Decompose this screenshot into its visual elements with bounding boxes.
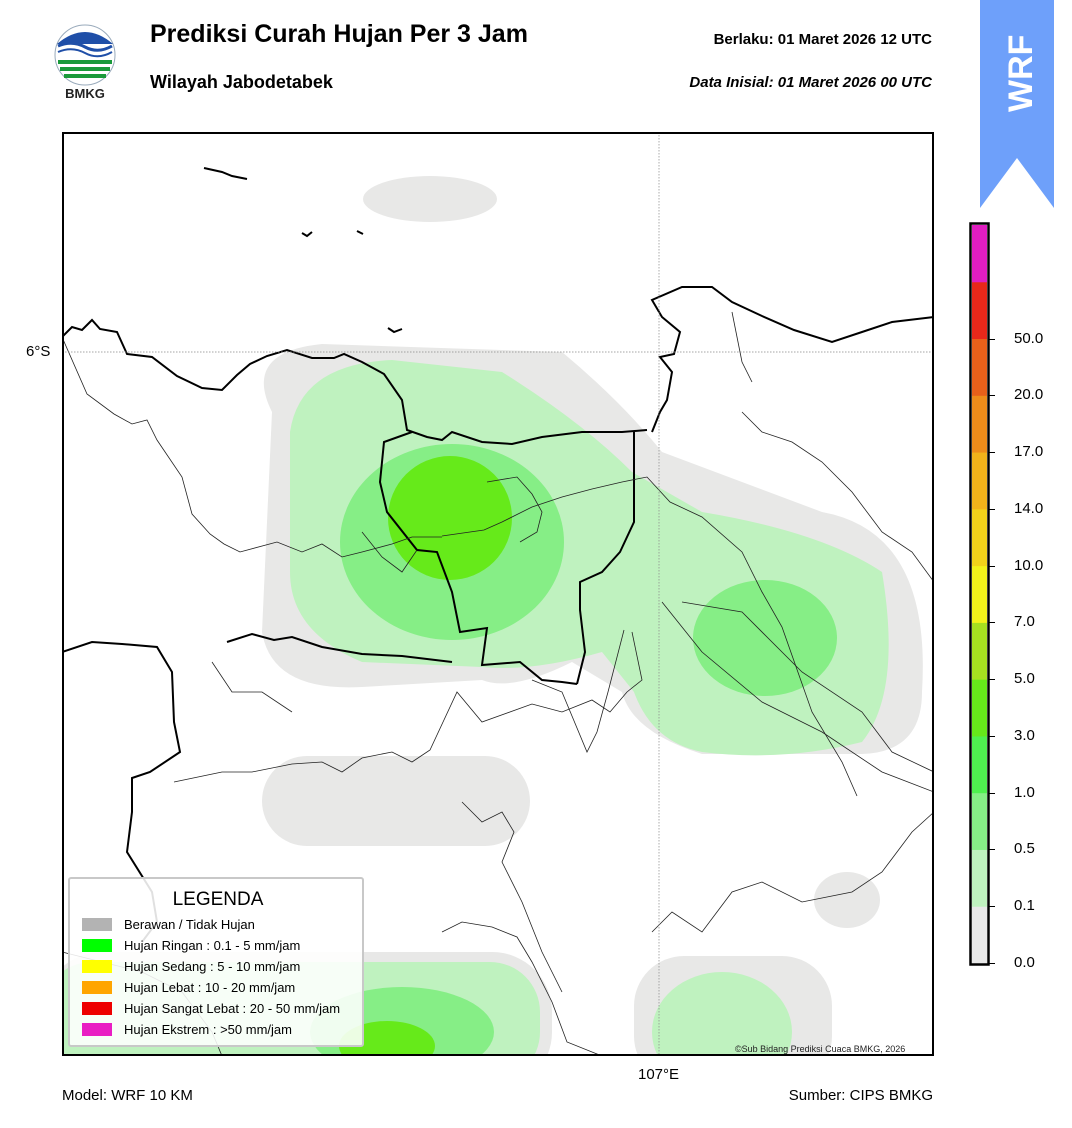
colorbar-segment [972, 849, 987, 907]
colorbar-tick-mark [989, 395, 995, 397]
coastline-layer [62, 167, 934, 446]
initial-data-time: Data Inisial: 01 Maret 2026 00 UTC [689, 74, 932, 91]
colorbar-segment [972, 225, 987, 283]
page-title: Prediksi Curah Hujan Per 3 Jam [150, 20, 528, 48]
colorbar-segment [972, 395, 987, 453]
colorbar-tick-label: 10.0 [1014, 556, 1044, 574]
colorbar-tick-mark [989, 508, 995, 510]
source-label: Sumber: CIPS BMKG [788, 1087, 933, 1104]
rainfall-colorbar [969, 222, 990, 966]
colorbar-frame [969, 222, 990, 966]
colorbar-segment [972, 281, 987, 340]
copyright-text: ©Sub Bidang Prediksi Cuaca BMKG, 2026 [735, 1044, 906, 1054]
legend-label: Hujan Ekstrem : >50 mm/jam [124, 1022, 292, 1037]
district-boundary-layer [62, 311, 934, 1056]
colorbar-tick-mark [989, 906, 995, 908]
legend-swatch [82, 918, 112, 931]
legend-label: Hujan Ringan : 0.1 - 5 mm/jam [124, 938, 301, 953]
colorbar-segment [972, 735, 987, 794]
legend-label: Berawan / Tidak Hujan [124, 917, 255, 932]
map-frame [62, 132, 934, 1056]
colorbar-tick-mark [989, 963, 995, 964]
colorbar-tick-label: 5.0 [1014, 670, 1035, 688]
colorbar-segment [972, 679, 987, 737]
colorbar-segment [972, 792, 987, 850]
colorbar-tick-label: 1.0 [1014, 783, 1035, 801]
legend-label: Hujan Sedang : 5 - 10 mm/jam [124, 959, 301, 974]
colorbar-segment [972, 622, 987, 680]
bmkg-logo-icon [54, 24, 116, 86]
longitude-label: 107°E [638, 1066, 680, 1083]
wrf-badge-text: WRF [1002, 35, 1040, 112]
colorbar-tick-mark [989, 565, 995, 567]
colorbar-segment [972, 508, 987, 567]
map-legend: LEGENDA Berawan / Tidak Hujan Hujan Ring… [68, 877, 364, 1047]
legend-swatch [82, 939, 112, 952]
colorbar-segment [972, 906, 987, 964]
legend-swatch [82, 960, 112, 973]
colorbar-tick-label: 50.0 [1014, 329, 1044, 347]
legend-item: Hujan Sangat Lebat : 20 - 50 mm/jam [82, 1000, 340, 1017]
colorbar-tick-mark [989, 452, 995, 454]
colorbar-tick-label: 0.5 [1014, 840, 1035, 858]
legend-item: Hujan Lebat : 10 - 20 mm/jam [82, 979, 295, 996]
legend-title: LEGENDA [172, 889, 264, 910]
colorbar-tick-label: 14.0 [1014, 499, 1044, 517]
colorbar-tick-mark [989, 792, 995, 794]
legend-swatch [82, 1023, 112, 1036]
colorbar-tick-label: 7.0 [1014, 613, 1035, 631]
logo-text: BMKG [65, 86, 105, 101]
legend-label: Hujan Lebat : 10 - 20 mm/jam [124, 980, 296, 995]
colorbar-tick-label: 0.0 [1014, 954, 1035, 971]
valid-time: Berlaku: 01 Maret 2026 12 UTC [713, 31, 932, 48]
legend-swatch [82, 1002, 112, 1015]
region-subtitle: Wilayah Jabodetabek [150, 72, 333, 92]
colorbar-tick-label: 20.0 [1014, 386, 1044, 404]
colorbar-tick-mark [989, 849, 995, 851]
colorbar-tick-label: 17.0 [1014, 443, 1044, 461]
legend-item: Hujan Sedang : 5 - 10 mm/jam [82, 958, 300, 975]
colorbar-segment [972, 338, 987, 396]
colorbar-tick-label: 3.0 [1014, 726, 1035, 744]
colorbar-segment [972, 565, 987, 623]
legend-item: Hujan Ringan : 0.1 - 5 mm/jam [82, 937, 300, 954]
colorbar-tick-mark [989, 679, 995, 681]
legend-swatch [82, 981, 112, 994]
colorbar-tick-label: 0.1 [1014, 897, 1035, 915]
model-label: Model: WRF 10 KM [62, 1087, 193, 1104]
legend-item: Berawan / Tidak Hujan [82, 916, 255, 933]
wrf-badge: WRF [980, 0, 1054, 208]
legend-label: Hujan Sangat Lebat : 20 - 50 mm/jam [124, 1001, 341, 1016]
latitude-label: 6°S [26, 343, 51, 360]
colorbar-tick-mark [989, 622, 995, 624]
colorbar-segment [972, 452, 987, 510]
colorbar-tick-mark [989, 735, 995, 737]
legend-item: Hujan Ekstrem : >50 mm/jam [82, 1021, 292, 1038]
colorbar-tick-mark [989, 338, 995, 340]
